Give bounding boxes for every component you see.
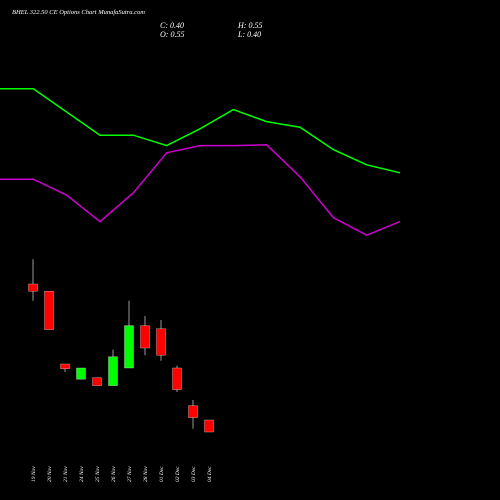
x-tick-label: 21 Nov (63, 466, 69, 482)
candle-body (92, 377, 102, 386)
x-tick-label: 19 Nov (31, 466, 37, 482)
candle-body (76, 367, 86, 380)
candle-body (124, 325, 134, 369)
candle-body (156, 328, 166, 356)
chart-title: BHEL 322.50 CE Options Chart MunafaSutra… (12, 9, 145, 16)
ohlc-close: C: 0.40 (160, 21, 184, 30)
x-tick-label: 20 Nov (47, 466, 53, 482)
candle-body (44, 291, 54, 330)
candle-body (140, 325, 150, 349)
x-tick-label: 24 Nov (78, 466, 85, 482)
x-tick-label: 28 Nov (143, 466, 149, 482)
candle-body (188, 405, 198, 418)
line (0, 88, 401, 174)
x-tick-label: 03 Dec (191, 466, 197, 482)
x-tick-label: 01 Dec (159, 466, 165, 482)
ohlc-open: O: 0.55 (160, 30, 184, 39)
candle-body (172, 367, 182, 390)
candle-body (60, 363, 70, 369)
ohlc-high: H: 0.55 (237, 21, 262, 30)
candle-body (108, 356, 118, 386)
x-tick-label: 02 Dec (175, 466, 181, 482)
x-tick-label: 26 Nov (111, 466, 117, 482)
candle-body (28, 283, 38, 292)
x-tick-label: 04 Dec (206, 466, 213, 482)
x-tick-label: 25 Nov (95, 466, 101, 482)
line (0, 144, 401, 237)
x-tick-label: 27 Nov (127, 466, 133, 482)
candle-body (204, 419, 214, 433)
ohlc-low: L: 0.40 (237, 30, 261, 39)
